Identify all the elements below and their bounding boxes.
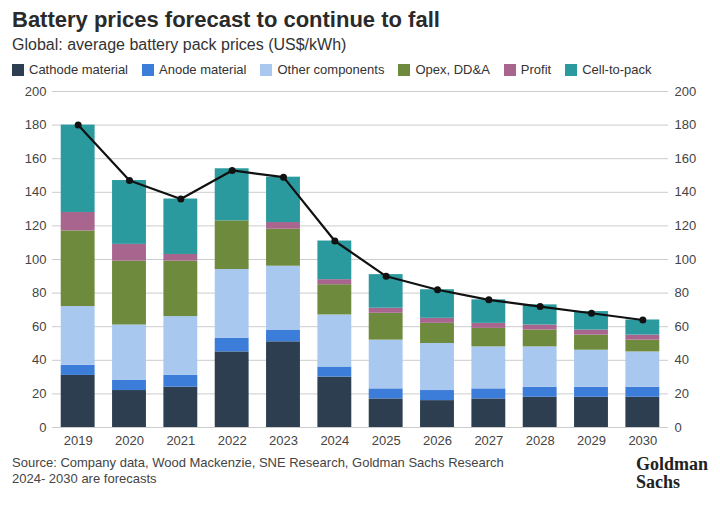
html-text:Goldman: Goldman (636, 454, 708, 474)
svg-text:60: 60 (675, 319, 689, 334)
svg-text:2021: 2021 (166, 433, 195, 448)
svg-text:2024: 2024 (320, 433, 349, 448)
html-text:2024- 2030 are forecasts: 2024- 2030 are forecasts (12, 471, 157, 486)
svg-text:60: 60 (32, 319, 46, 334)
html-text:Cathode material: Cathode material (29, 62, 128, 77)
html-text:Cell-to-pack: Cell-to-pack (582, 62, 652, 77)
html-text:Source: Company data, Wood Mac: Source: Company data, Wood Mackenzie, SN… (12, 455, 504, 470)
svg-text:2028: 2028 (526, 433, 555, 448)
html-text:Anode material: Anode material (159, 62, 247, 77)
svg-text:100: 100 (25, 252, 47, 267)
svg-text:2027: 2027 (474, 433, 503, 448)
svg-text:80: 80 (32, 285, 46, 300)
svg-text:2020: 2020 (115, 433, 144, 448)
svg-text:20: 20 (32, 386, 46, 401)
svg-text:2030: 2030 (628, 433, 657, 448)
svg-text:20: 20 (675, 386, 689, 401)
svg-text:40: 40 (32, 352, 46, 367)
html-text:Battery prices forecast to con: Battery prices forecast to continue to f… (12, 7, 440, 32)
svg-text:2026: 2026 (423, 433, 452, 448)
svg-text:160: 160 (675, 151, 697, 166)
svg-text:200: 200 (675, 84, 697, 99)
svg-text:0: 0 (39, 420, 46, 435)
svg-text:120: 120 (25, 218, 47, 233)
svg-text:120: 120 (675, 218, 697, 233)
svg-text:2022: 2022 (218, 433, 247, 448)
svg-text:200: 200 (25, 84, 47, 99)
html-text:Global: average battery pack p: Global: average battery pack prices (US$… (12, 36, 347, 53)
svg-text:140: 140 (25, 184, 47, 199)
html-text:Opex, DD&A: Opex, DD&A (415, 62, 490, 77)
svg-text:2019: 2019 (64, 433, 93, 448)
svg-text:100: 100 (675, 252, 697, 267)
svg-text:180: 180 (25, 117, 47, 132)
html-text:Profit: Profit (520, 62, 552, 77)
svg-text:180: 180 (675, 117, 697, 132)
svg-text:160: 160 (25, 151, 47, 166)
svg-text:2025: 2025 (372, 433, 401, 448)
svg-text:40: 40 (675, 352, 689, 367)
svg-text:0: 0 (675, 420, 682, 435)
html-text:Sachs: Sachs (636, 472, 680, 492)
svg-text:140: 140 (675, 184, 697, 199)
svg-text:2029: 2029 (577, 433, 606, 448)
html-text:Other components: Other components (277, 62, 385, 77)
svg-text:80: 80 (675, 285, 689, 300)
svg-text:2023: 2023 (269, 433, 298, 448)
